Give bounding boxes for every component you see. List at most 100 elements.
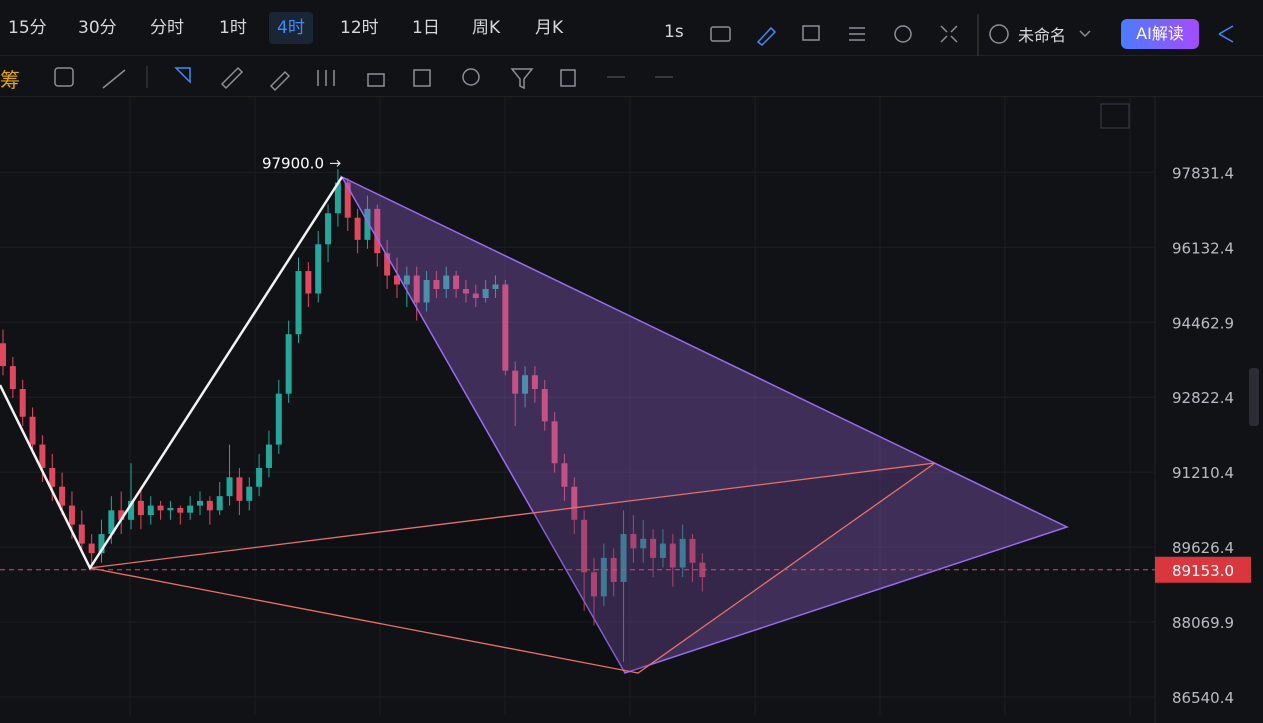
candle-body [364, 208, 371, 240]
y-tick-label: 91210.4 [1172, 464, 1234, 482]
candle-body [128, 500, 135, 520]
fullscreen-icon[interactable] [940, 25, 958, 43]
candle-body [88, 543, 95, 554]
settings-icon[interactable] [894, 25, 912, 43]
interval-toolbar: 15分 30分 分时 1时 4时 12时 1日 周K 月K [0, 0, 1263, 56]
high-label: 97900.0 [262, 154, 324, 172]
drawing-toolbar: 筹 [0, 56, 1263, 97]
interval-button[interactable]: 1日 [412, 18, 440, 38]
interval-button[interactable]: 4时 [269, 12, 313, 44]
chart: 97831.4 96132.4 94462.9 92822.4 91210.4 89626… [0, 97, 1259, 723]
candle-body [522, 375, 529, 394]
dropdown-icon[interactable] [1079, 30, 1091, 38]
candle-body [591, 572, 597, 597]
candle-body [108, 510, 115, 535]
candle-body [403, 275, 410, 285]
tool-icon[interactable] [317, 70, 335, 86]
layout-name[interactable]: 未命名 [1018, 26, 1067, 45]
interval-button[interactable]: 30分 [78, 18, 117, 38]
candle-body [354, 217, 361, 240]
candle-body [305, 271, 312, 294]
candle-body [315, 244, 322, 294]
tool-icon[interactable] [413, 69, 431, 87]
note-icon[interactable] [802, 25, 820, 41]
speed-button[interactable]: 1s [664, 22, 684, 42]
y-tick-label: 86540.4 [1172, 689, 1234, 707]
candle-body [492, 284, 499, 290]
candle-body [679, 538, 686, 568]
candle-body [157, 505, 164, 511]
y-tick-label: 92822.4 [1172, 389, 1234, 407]
tool-icon[interactable] [174, 67, 191, 84]
tool-icon[interactable] [367, 73, 385, 87]
interval-button[interactable]: 分时 [150, 18, 184, 38]
tool-icon[interactable] [54, 67, 74, 87]
interval-button[interactable]: 周K [472, 18, 501, 38]
candle-body [29, 416, 36, 445]
interval-button[interactable]: 12时 [340, 18, 379, 38]
candle-body [19, 389, 26, 417]
candle-body [256, 467, 263, 487]
candle-body [275, 393, 282, 445]
share-icon[interactable] [1218, 25, 1234, 43]
candle-body [413, 275, 420, 303]
y-tick-label: 89626.4 [1172, 539, 1234, 557]
pen-icon[interactable] [756, 26, 777, 46]
list-icon[interactable] [849, 27, 865, 41]
candle-body [246, 486, 253, 501]
candle-body [650, 538, 657, 558]
tool-icon[interactable] [269, 70, 291, 92]
candle-body [600, 557, 607, 597]
candle-body [482, 289, 489, 299]
camera-icon[interactable] [710, 26, 731, 42]
candle-body [581, 519, 588, 573]
tool-icon[interactable] [220, 66, 244, 90]
candle-body [659, 543, 666, 558]
zoom-button[interactable] [1100, 103, 1130, 129]
candle-body [98, 534, 105, 554]
interval-button[interactable]: 月K [535, 18, 564, 38]
candle-body [344, 182, 351, 218]
candle-body [640, 538, 647, 549]
scroll-handle[interactable] [1249, 368, 1259, 426]
candle-body [236, 477, 243, 501]
candle-body [453, 275, 460, 290]
candle-body [384, 253, 391, 276]
candle-body [137, 500, 144, 516]
candle-body [334, 182, 341, 214]
tool-icon[interactable] [462, 68, 480, 86]
candle-body [551, 421, 558, 464]
candle-body [374, 208, 381, 254]
filter-icon[interactable] [510, 68, 534, 90]
candle-body [197, 500, 203, 506]
candle-body [541, 389, 548, 422]
interval-button[interactable]: 15分 [8, 18, 47, 38]
candle-body [531, 375, 538, 390]
ai-button[interactable]: AI解读 [1121, 19, 1199, 49]
side-label: 筹 [0, 68, 20, 92]
candle-body [571, 486, 578, 520]
candle-body [443, 275, 450, 290]
cloud-icon [989, 24, 1009, 44]
candle-body [423, 280, 430, 303]
current-price-label: 89153.0 [1172, 562, 1234, 580]
candle-body [9, 366, 16, 390]
delete-icon[interactable] [560, 69, 576, 87]
candle-body [0, 343, 6, 367]
candle-body [669, 543, 676, 568]
candle-body [177, 507, 184, 513]
candle-body [512, 370, 519, 394]
candle-body [295, 271, 302, 335]
candle-body [147, 505, 154, 516]
interval-button[interactable]: 1时 [219, 18, 247, 38]
tool-icon[interactable] [102, 69, 126, 89]
candle-body [561, 463, 568, 487]
candle-body [285, 334, 292, 394]
candle-body [502, 284, 509, 371]
candle-body [462, 289, 469, 294]
candle-body [325, 213, 332, 245]
candle-body [630, 534, 637, 549]
candle-body [394, 275, 400, 285]
